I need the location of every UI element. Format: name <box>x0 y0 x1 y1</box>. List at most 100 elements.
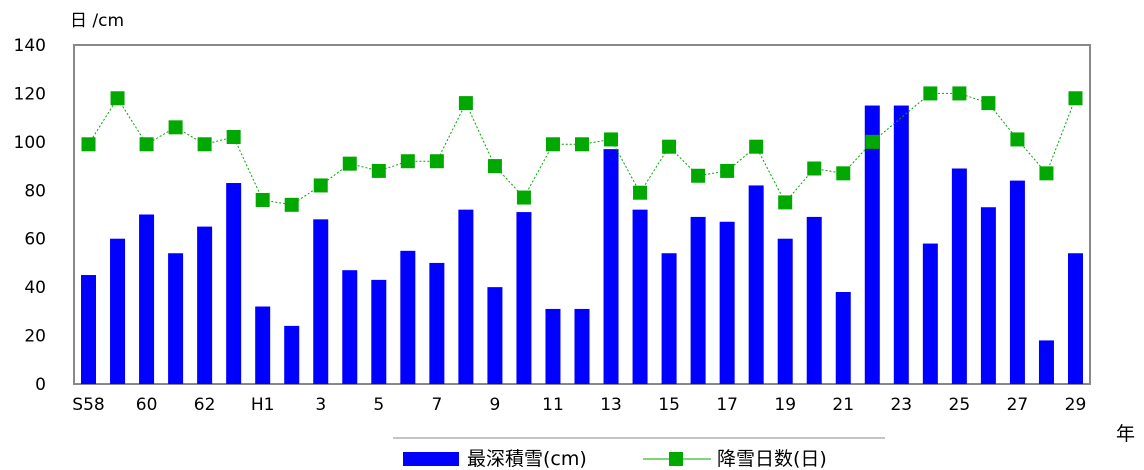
line-marker <box>604 132 619 147</box>
bar <box>81 275 97 384</box>
x-axis-unit-label: 年 <box>1116 423 1135 445</box>
line-marker <box>313 178 328 193</box>
bar <box>951 168 967 384</box>
bar <box>922 243 938 384</box>
line-marker <box>371 163 386 178</box>
bar <box>603 149 619 384</box>
bar <box>719 221 735 384</box>
bar <box>313 219 329 384</box>
bar <box>110 238 126 384</box>
bar <box>835 291 851 384</box>
line-marker <box>952 86 967 101</box>
line-marker <box>633 185 648 200</box>
bar-series-max-snow-depth <box>81 105 1083 385</box>
x-tick-label: 60 <box>136 395 158 415</box>
x-axis-ticks: S58 60 62 H1 3 5 7 9 11 13 15 17 19 21 23 25 27 29 <box>72 395 1086 415</box>
bar <box>255 306 271 384</box>
x-tick-label: 15 <box>658 395 680 415</box>
line-marker <box>139 137 154 152</box>
y-axis-ticks: 0 20 40 60 80 100 120 140 <box>14 36 46 395</box>
x-tick-label: 11 <box>542 395 564 415</box>
bar <box>226 183 242 384</box>
x-tick-label: 23 <box>890 395 912 415</box>
bar <box>545 308 561 384</box>
line-marker <box>720 163 735 178</box>
line-marker <box>284 197 299 212</box>
line-marker <box>749 139 764 154</box>
x-tick-label: 7 <box>431 395 442 415</box>
bar <box>574 308 590 384</box>
bar <box>1067 253 1083 384</box>
y-tick-label: 40 <box>24 278 46 298</box>
bar <box>1038 340 1054 384</box>
bar <box>458 209 474 384</box>
line-marker <box>1010 132 1025 147</box>
legend-label-snowfall-days: 降雪日数(日) <box>717 448 827 470</box>
x-tick-label: 17 <box>716 395 738 415</box>
line-marker <box>226 130 241 145</box>
legend-marker-swatch <box>669 452 683 466</box>
x-tick-label: 25 <box>949 395 971 415</box>
line-marker <box>836 166 851 181</box>
line-marker <box>778 195 793 210</box>
bar <box>748 185 764 384</box>
line-marker <box>923 86 938 101</box>
y-tick-label: 80 <box>24 181 46 201</box>
bar <box>980 207 996 384</box>
bar <box>806 216 822 384</box>
bar <box>429 262 445 384</box>
line-marker <box>487 159 502 174</box>
x-tick-label: 19 <box>774 395 796 415</box>
bar <box>371 279 387 384</box>
x-tick-label: 21 <box>832 395 854 415</box>
line-marker <box>865 134 880 149</box>
bar <box>893 105 909 385</box>
line-marker <box>342 156 357 171</box>
x-tick-label: S58 <box>72 395 104 415</box>
line-marker <box>662 139 677 154</box>
bar <box>400 250 416 384</box>
line-marker <box>691 168 706 183</box>
bar <box>1009 180 1025 384</box>
bar <box>516 212 532 384</box>
line-marker <box>1068 91 1083 106</box>
line-marker <box>255 192 270 207</box>
bar <box>284 325 300 384</box>
line-marker <box>1039 166 1054 181</box>
bar <box>139 214 155 384</box>
line-marker <box>458 96 473 111</box>
y-tick-label: 100 <box>14 133 46 153</box>
y-axis-unit-label: 日 /cm <box>70 11 124 31</box>
line-path <box>88 92 1076 206</box>
x-tick-label: 62 <box>194 395 216 415</box>
bar <box>864 105 880 385</box>
line-marker <box>168 120 183 135</box>
x-tick-label: H1 <box>251 395 275 415</box>
x-tick-label: 29 <box>1065 395 1087 415</box>
y-tick-label: 60 <box>24 230 46 250</box>
x-tick-label: 9 <box>490 395 501 415</box>
y-tick-label: 120 <box>14 84 46 104</box>
line-marker <box>545 137 560 152</box>
legend-label-max-snow-depth: 最深積雪(cm) <box>467 448 587 470</box>
bar <box>777 238 793 384</box>
line-marker <box>110 91 125 106</box>
line-series-snowfall-days <box>81 86 1083 212</box>
line-marker <box>197 137 212 152</box>
line-marker <box>575 137 589 152</box>
legend-bar-swatch <box>403 452 459 466</box>
bar <box>197 226 213 384</box>
bar <box>168 253 184 384</box>
bar <box>690 216 706 384</box>
line-marker <box>400 154 415 169</box>
bar <box>632 209 648 384</box>
line-marker <box>516 190 531 205</box>
line-marker <box>429 154 444 169</box>
y-tick-label: 20 <box>24 327 46 347</box>
x-tick-label: 27 <box>1007 395 1029 415</box>
legend: 最深積雪(cm) 降雪日数(日) <box>393 437 885 470</box>
x-tick-label: 13 <box>600 395 622 415</box>
bar <box>661 253 677 384</box>
line-marker <box>81 137 96 152</box>
